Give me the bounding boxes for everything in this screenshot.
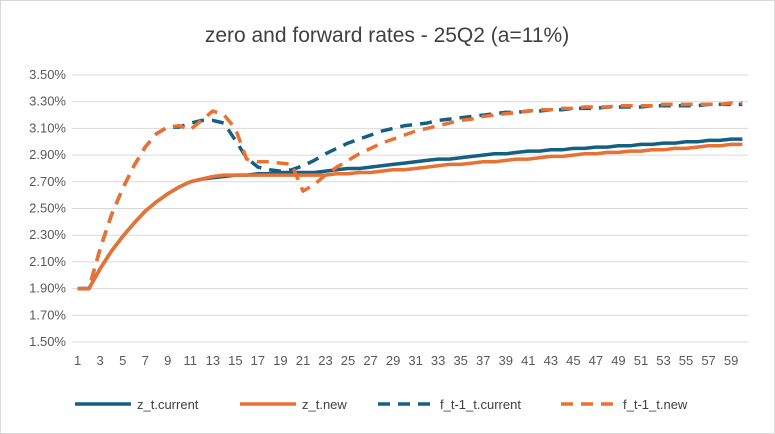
series-line-z_t.new <box>77 142 743 291</box>
x-tick-label: 19 <box>273 353 287 368</box>
x-tick-label: 39 <box>499 353 513 368</box>
legend-label: f_t-1_t.new <box>623 397 688 412</box>
x-tick-label: 23 <box>318 353 332 368</box>
y-tick-label: 2.50% <box>29 201 66 216</box>
legend-label: f_t-1_t.current <box>440 397 521 412</box>
x-tick-label: 59 <box>724 353 738 368</box>
y-tick-label: 1.70% <box>29 307 66 322</box>
x-tick-label: 9 <box>164 353 171 368</box>
x-tick-label: 35 <box>453 353 467 368</box>
y-tick-label: 2.10% <box>29 254 66 269</box>
x-tick-label: 33 <box>431 353 445 368</box>
x-tick-label: 21 <box>296 353 310 368</box>
gridlines <box>72 74 748 343</box>
x-tick-label: 7 <box>142 353 149 368</box>
x-tick-label: 55 <box>679 353 693 368</box>
x-tick-label: 5 <box>119 353 126 368</box>
series-line-z_t.current <box>77 137 743 291</box>
x-tick-label: 49 <box>611 353 625 368</box>
x-tick-label: 47 <box>589 353 603 368</box>
y-tick-label: 2.90% <box>29 147 66 162</box>
y-axis-ticks: 1.50% 1.70% 1.90% 2.10% 2.30% 2.50% 2.70% 2.90%… <box>29 67 66 349</box>
legend-label: z_t.current <box>137 397 199 412</box>
x-tick-label: 29 <box>386 353 400 368</box>
legend-label: z_t.new <box>302 397 347 412</box>
x-tick-label: 25 <box>341 353 355 368</box>
x-tick-label: 3 <box>97 353 104 368</box>
y-tick-label: 3.30% <box>29 94 66 109</box>
x-tick-label: 51 <box>634 353 648 368</box>
y-tick-label: 3.10% <box>29 120 66 135</box>
x-tick-label: 15 <box>228 353 242 368</box>
y-tick-label: 2.70% <box>29 174 66 189</box>
x-axis-ticks: 1 3 5 7 9 11 13 15 17 19 21 23 25 27 29 31 33 35 37 39 41 43 4… <box>74 353 738 368</box>
x-tick-label: 27 <box>363 353 377 368</box>
x-tick-label: 17 <box>251 353 265 368</box>
plot-series <box>77 101 743 291</box>
x-tick-label: 1 <box>74 353 81 368</box>
series-line-f_t-1_t.current <box>77 102 743 291</box>
x-tick-label: 45 <box>566 353 580 368</box>
y-tick-label: 1.50% <box>29 334 66 349</box>
x-tick-label: 57 <box>701 353 715 368</box>
chart-title: zero and forward rates - 25Q2 (a=11%) <box>205 24 569 47</box>
x-tick-label: 41 <box>521 353 535 368</box>
x-tick-label: 31 <box>408 353 422 368</box>
y-tick-label: 2.30% <box>29 227 66 242</box>
x-tick-label: 13 <box>206 353 220 368</box>
y-tick-label: 1.90% <box>29 281 66 296</box>
x-tick-label: 11 <box>184 353 198 368</box>
x-tick-label: 43 <box>544 353 558 368</box>
x-tick-label: 37 <box>476 353 490 368</box>
legend: z_t.current z_t.new f_t-1_t.current f_t-1_t… <box>75 397 688 412</box>
y-tick-label: 3.50% <box>29 67 66 82</box>
x-tick-label: 53 <box>656 353 670 368</box>
series-line-f_t-1_t.new <box>77 101 743 291</box>
